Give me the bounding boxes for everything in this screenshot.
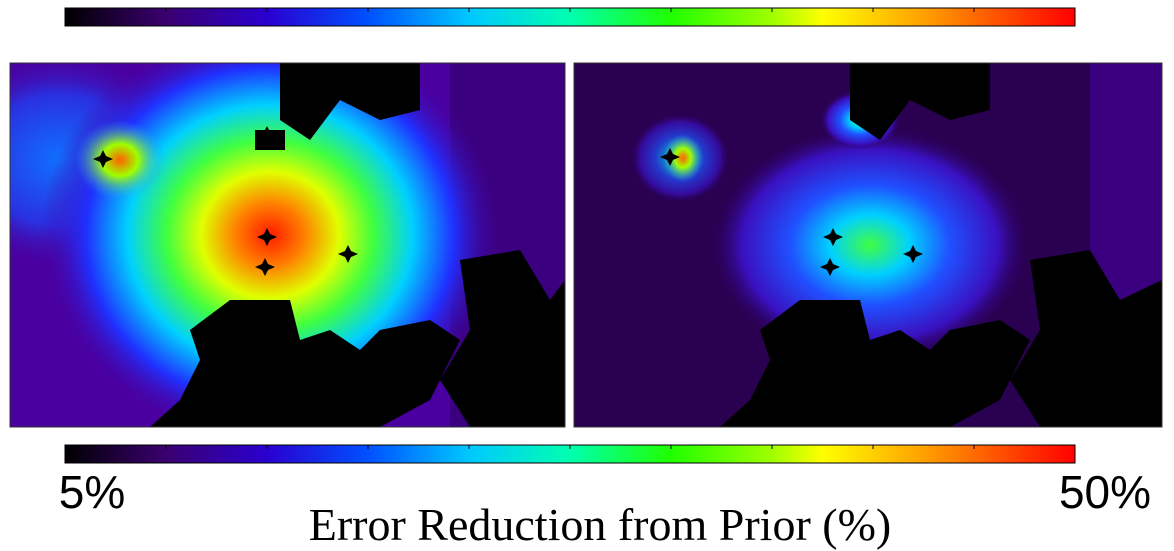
map-left — [10, 63, 565, 427]
map-right — [574, 63, 1162, 427]
colorbar-label: Error Reduction from Prior (%) — [309, 499, 892, 550]
colorbar-max-label: 50% — [1059, 466, 1151, 518]
colorbar-min-label: 5% — [59, 466, 125, 518]
